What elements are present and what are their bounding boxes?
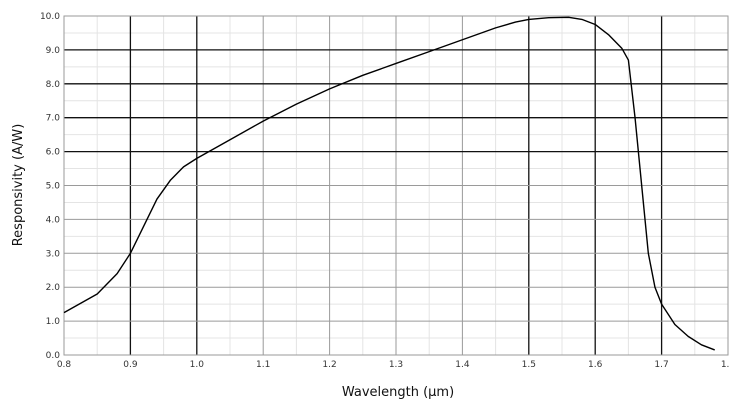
y-tick-label: 5.0 [46, 182, 61, 192]
x-tick-label: 1.7 [654, 360, 668, 370]
y-tick-label: 4.0 [46, 215, 61, 225]
y-tick-label: 0.0 [46, 351, 61, 361]
x-tick-label: 1.0 [190, 360, 205, 370]
responsivity-curve [63, 16, 715, 351]
plot-frame [63, 15, 729, 356]
y-tick-label: 10.0 [40, 12, 60, 22]
x-tick-labels: 0.8 0.9 1.0 1.1 1.2 1.3 1.4 1.5 1.6 1.7 1.8 [57, 360, 730, 370]
x-tick-label: 1.6 [588, 360, 603, 370]
y-tick-label: 7.0 [46, 114, 61, 124]
x-tick-label: 1.3 [389, 360, 403, 370]
x-tick-label: 1.1 [256, 360, 270, 370]
plot-border [63, 15, 729, 356]
x-tick-label: 1.2 [322, 360, 336, 370]
y-tick-label: 6.0 [46, 148, 61, 158]
x-tick-label: 1.8 [721, 360, 730, 370]
x-tick-label: 0.9 [123, 360, 138, 370]
y-tick-label: 3.0 [46, 249, 61, 259]
y-tick-label: 9.0 [46, 46, 61, 56]
x-tick-label: 1.5 [522, 360, 536, 370]
y-axis-title: Responsivity (A/W) [11, 124, 26, 247]
major-gridlines [64, 16, 728, 355]
x-tick-label: 0.8 [57, 360, 72, 370]
y-tick-label: 8.0 [46, 80, 61, 90]
x-tick-label: 1.4 [455, 360, 470, 370]
y-tick-label: 2.0 [46, 283, 61, 293]
y-tick-labels: 0.0 1.0 2.0 3.0 4.0 5.0 6.0 7.0 8.0 9.0 10.0 [40, 12, 60, 361]
y-tick-label: 1.0 [46, 317, 61, 327]
series-layer [63, 16, 715, 351]
x-axis-title: Wavelength (µm) [342, 385, 454, 400]
